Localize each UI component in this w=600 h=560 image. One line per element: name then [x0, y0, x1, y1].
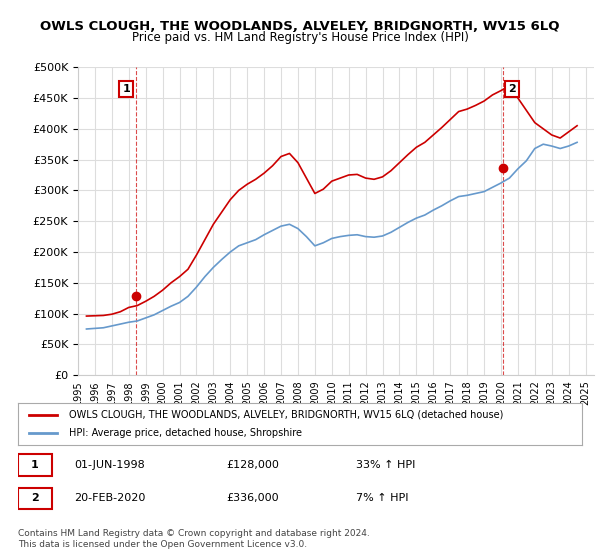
Text: Contains HM Land Registry data © Crown copyright and database right 2024.
This d: Contains HM Land Registry data © Crown c… — [18, 529, 370, 549]
Text: OWLS CLOUGH, THE WOODLANDS, ALVELEY, BRIDGNORTH, WV15 6LQ (detached house): OWLS CLOUGH, THE WOODLANDS, ALVELEY, BRI… — [69, 410, 503, 420]
Text: 7% ↑ HPI: 7% ↑ HPI — [356, 493, 409, 503]
Text: 1: 1 — [31, 460, 39, 470]
Text: Price paid vs. HM Land Registry's House Price Index (HPI): Price paid vs. HM Land Registry's House … — [131, 31, 469, 44]
Text: 2: 2 — [31, 493, 39, 503]
Text: 1: 1 — [122, 84, 130, 94]
FancyBboxPatch shape — [18, 454, 52, 475]
Text: HPI: Average price, detached house, Shropshire: HPI: Average price, detached house, Shro… — [69, 428, 302, 438]
Text: 01-JUN-1998: 01-JUN-1998 — [74, 460, 145, 470]
Text: OWLS CLOUGH, THE WOODLANDS, ALVELEY, BRIDGNORTH, WV15 6LQ: OWLS CLOUGH, THE WOODLANDS, ALVELEY, BRI… — [40, 20, 560, 32]
Text: 20-FEB-2020: 20-FEB-2020 — [74, 493, 146, 503]
Text: £128,000: £128,000 — [227, 460, 280, 470]
FancyBboxPatch shape — [18, 488, 52, 509]
Text: 33% ↑ HPI: 33% ↑ HPI — [356, 460, 416, 470]
Text: £336,000: £336,000 — [227, 493, 280, 503]
Text: 2: 2 — [508, 84, 516, 94]
